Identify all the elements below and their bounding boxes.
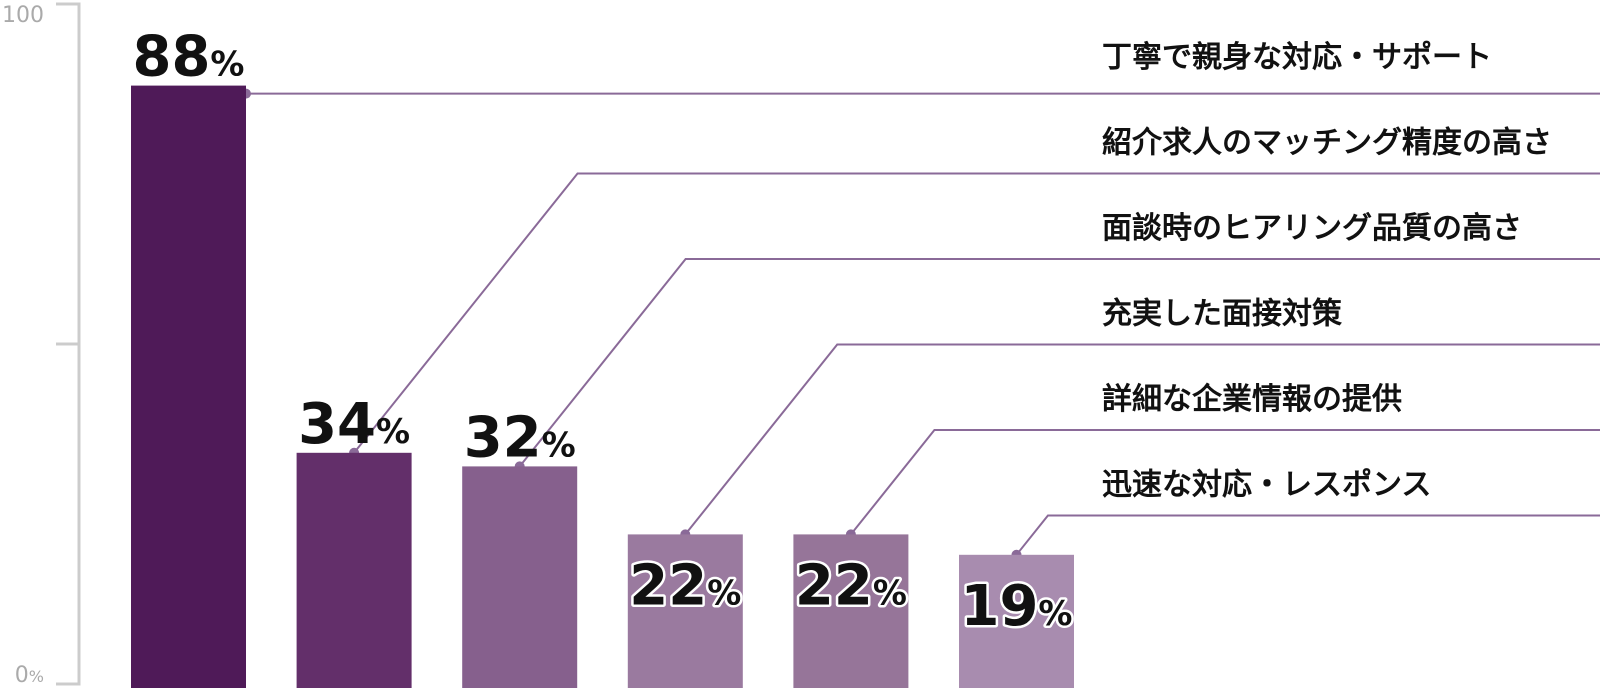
- value-label: 34%: [298, 392, 410, 457]
- y-tick-label: 0%: [15, 663, 44, 688]
- value-unit: %: [707, 573, 741, 613]
- y-tick-value: 100: [2, 3, 44, 28]
- bar: [959, 554, 1074, 688]
- leader-line: [353, 172, 1600, 454]
- y-axis-line: [56, 2, 81, 686]
- value-unit: %: [542, 425, 576, 465]
- value-number: 22: [795, 553, 873, 618]
- bars: [131, 85, 1074, 688]
- leader-lines: [241, 88, 1600, 560]
- bar: [627, 534, 743, 688]
- value-number: 19: [960, 574, 1038, 639]
- leader-line: [850, 429, 1600, 536]
- category-label: 丁寧で親身な対応・サポート: [1102, 40, 1492, 75]
- value-label: 22%: [629, 553, 741, 618]
- y-tick-value: 0: [15, 663, 29, 688]
- category-label: 詳細な企業情報の提供: [1102, 382, 1402, 417]
- value-number: 32: [464, 405, 542, 470]
- category-labels: 丁寧で親身な対応・サポート紹介求人のマッチング精度の高さ面談時のヒアリング品質の…: [1102, 40, 1552, 503]
- value-label: 32%: [464, 405, 576, 470]
- y-tick-label: 100: [2, 3, 44, 28]
- category-label: 充実した面接対策: [1102, 297, 1342, 332]
- y-tick-unit: %: [29, 667, 44, 686]
- bar: [296, 452, 412, 688]
- value-number: 22: [629, 553, 707, 618]
- value-label: 19%: [960, 574, 1072, 639]
- leader-line: [684, 343, 1600, 536]
- value-number: 34: [298, 392, 376, 457]
- value-labels: 88%34% 32%22% 22% 19%: [132, 25, 1075, 642]
- value-unit: %: [210, 45, 244, 85]
- value-unit: %: [376, 412, 410, 452]
- value-number: 88: [132, 25, 210, 90]
- bar: [131, 85, 246, 688]
- bar: [793, 534, 909, 688]
- value-label: 88%: [132, 25, 244, 90]
- y-axis: 100 0%: [2, 2, 81, 688]
- value-unit: %: [873, 573, 907, 613]
- category-label: 面談時のヒアリング品質の高さ: [1102, 211, 1522, 246]
- category-label: 迅速な対応・レスポンス: [1102, 468, 1431, 503]
- leader-line: [1015, 514, 1600, 556]
- value-label: 22%: [795, 553, 907, 618]
- leader-line: [518, 258, 1600, 468]
- category-label: 紹介求人のマッチング精度の高さ: [1102, 126, 1552, 161]
- bar: [462, 466, 578, 688]
- value-unit: %: [1038, 594, 1072, 634]
